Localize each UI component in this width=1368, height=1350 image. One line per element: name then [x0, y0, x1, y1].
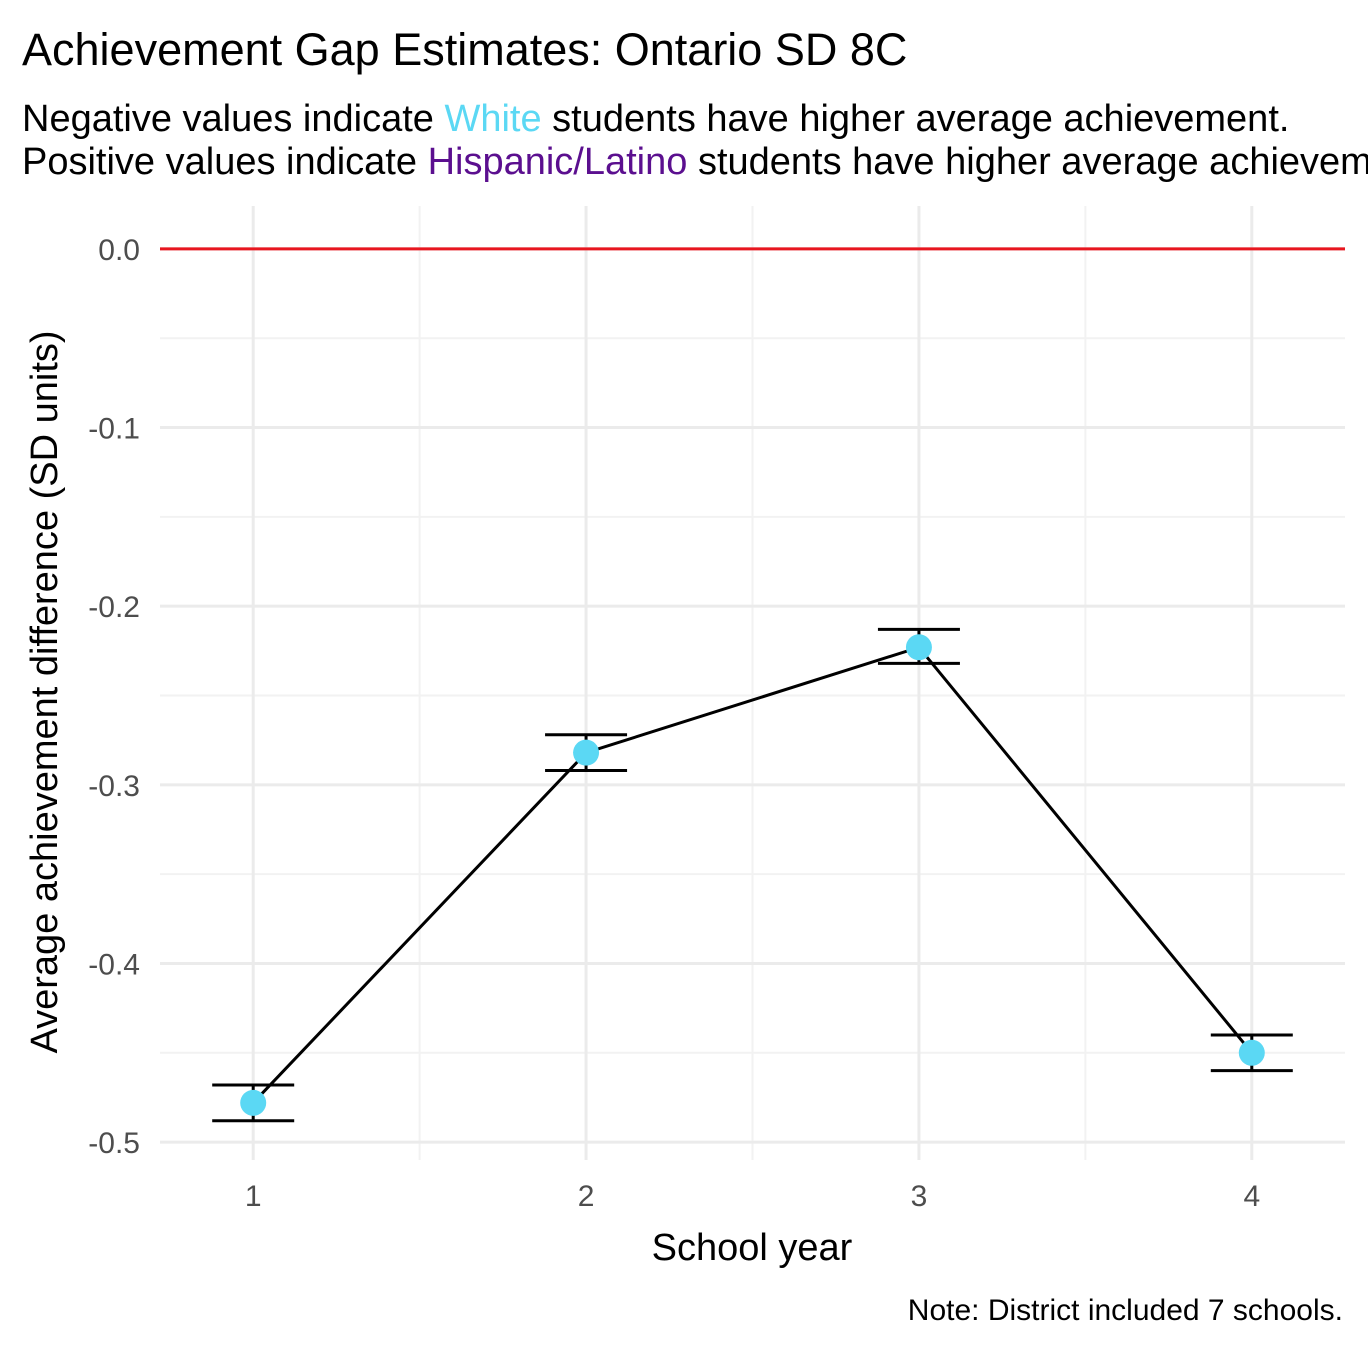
subtitle-1-prefix: Negative values indicate: [22, 98, 444, 140]
chart-caption: Note: District included 7 schools.: [908, 1294, 1343, 1327]
subtitle-hispanic-group: Hispanic/Latino: [428, 141, 688, 183]
y-tick-label: -0.5: [88, 1127, 140, 1160]
x-tick-label: 3: [911, 1180, 928, 1213]
x-tick-label: 2: [578, 1180, 595, 1213]
x-axis-title: School year: [652, 1227, 853, 1269]
plot-area: 0.0 -0.1 -0.2 -0.3 -0.4 -0.5 1 2 3 4: [88, 206, 1345, 1213]
y-axis-title: Average achievement difference (SD units…: [24, 330, 66, 1053]
y-tick-label: -0.4: [88, 948, 140, 981]
y-tick-label: -0.1: [88, 413, 140, 446]
y-tick-label: 0.0: [98, 234, 140, 267]
subtitle-1-suffix: students have higher average achievement…: [542, 98, 1290, 140]
data-point: [573, 739, 600, 766]
subtitle-white-group: White: [444, 98, 541, 140]
x-tick-label: 4: [1243, 1180, 1260, 1213]
series-line: [252, 645, 1253, 1104]
data-point: [240, 1089, 267, 1116]
chart-subtitle-line-1: Negative values indicate White students …: [22, 98, 1289, 140]
y-tick-label: -0.2: [88, 591, 140, 624]
data-point: [905, 634, 932, 661]
subtitle-2-prefix: Positive values indicate: [22, 141, 428, 183]
data-point: [1238, 1039, 1265, 1066]
y-tick-label: -0.3: [88, 770, 140, 803]
x-tick-label: 1: [245, 1180, 262, 1213]
subtitle-2-suffix: students have higher average achievement…: [687, 141, 1368, 183]
chart-title: Achievement Gap Estimates: Ontario SD 8C: [22, 24, 907, 75]
chart-subtitle-line-2: Positive values indicate Hispanic/Latino…: [22, 141, 1368, 183]
